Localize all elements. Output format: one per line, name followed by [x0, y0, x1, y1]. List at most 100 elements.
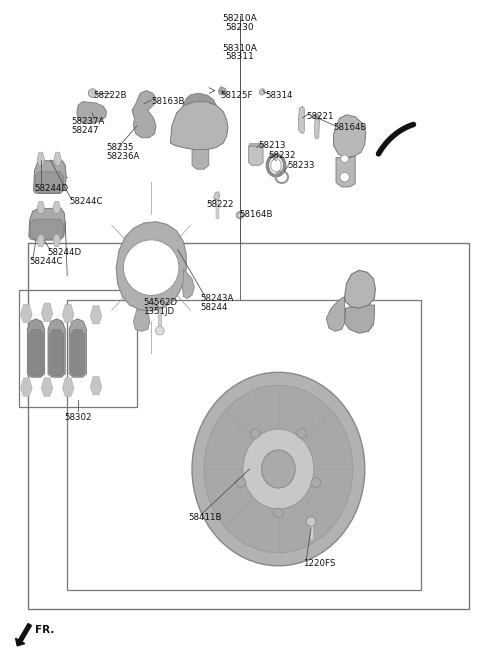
Polygon shape [214, 192, 220, 201]
Circle shape [306, 517, 316, 526]
Polygon shape [345, 305, 374, 333]
Polygon shape [37, 235, 45, 247]
Polygon shape [37, 201, 45, 213]
Polygon shape [259, 89, 265, 95]
Circle shape [341, 155, 348, 163]
Ellipse shape [262, 450, 295, 488]
Polygon shape [41, 303, 53, 321]
Text: 58237A: 58237A [71, 117, 105, 126]
Text: 58210A: 58210A [223, 14, 257, 24]
Polygon shape [34, 161, 66, 194]
Polygon shape [336, 156, 355, 187]
Text: 58244C: 58244C [70, 197, 103, 206]
Polygon shape [35, 172, 64, 193]
Polygon shape [182, 93, 216, 106]
Bar [67, 300, 421, 590]
Text: 58222B: 58222B [94, 91, 127, 100]
Polygon shape [30, 219, 63, 239]
Polygon shape [62, 304, 74, 323]
Polygon shape [69, 319, 86, 377]
Polygon shape [249, 144, 263, 165]
Bar [28, 243, 469, 609]
Text: 58411B: 58411B [188, 513, 222, 522]
Text: 58235: 58235 [107, 143, 134, 152]
Polygon shape [314, 117, 320, 139]
Circle shape [274, 508, 283, 518]
Polygon shape [48, 319, 65, 377]
Circle shape [123, 240, 179, 295]
Polygon shape [21, 304, 32, 323]
Polygon shape [216, 199, 219, 219]
Circle shape [236, 478, 246, 487]
Polygon shape [37, 152, 45, 165]
Polygon shape [53, 235, 60, 247]
Bar [19, 290, 137, 407]
Polygon shape [90, 306, 102, 324]
Text: 58243A: 58243A [201, 294, 234, 303]
Text: 58247: 58247 [71, 126, 98, 135]
Text: 58244: 58244 [201, 303, 228, 312]
Polygon shape [49, 329, 64, 376]
Polygon shape [170, 102, 228, 150]
Circle shape [314, 114, 320, 119]
Circle shape [88, 89, 97, 98]
Text: 58213: 58213 [258, 141, 286, 150]
Polygon shape [53, 201, 60, 213]
Text: 58244D: 58244D [35, 184, 69, 193]
Polygon shape [116, 222, 186, 311]
Text: 58230: 58230 [226, 23, 254, 32]
Polygon shape [299, 106, 304, 133]
FancyArrow shape [16, 624, 31, 646]
Polygon shape [41, 378, 53, 396]
Text: 58232: 58232 [269, 151, 296, 160]
Polygon shape [192, 150, 209, 169]
Text: 58164B: 58164B [334, 123, 367, 133]
Ellipse shape [204, 386, 353, 552]
Polygon shape [334, 115, 366, 157]
Circle shape [236, 211, 244, 219]
Polygon shape [54, 152, 61, 165]
Circle shape [238, 213, 242, 217]
Polygon shape [71, 329, 85, 376]
Polygon shape [158, 310, 161, 331]
Polygon shape [310, 522, 313, 541]
Polygon shape [218, 87, 227, 95]
Text: 1351JD: 1351JD [143, 307, 174, 316]
Text: 58236A: 58236A [107, 152, 140, 161]
Circle shape [297, 428, 306, 438]
Text: 58302: 58302 [64, 413, 92, 422]
Polygon shape [326, 297, 345, 331]
Polygon shape [90, 377, 102, 395]
Text: 58163B: 58163B [151, 97, 185, 106]
Text: 58244D: 58244D [47, 248, 81, 257]
Text: 58311: 58311 [226, 52, 254, 62]
Circle shape [156, 326, 164, 335]
Polygon shape [62, 378, 74, 396]
Polygon shape [27, 319, 45, 377]
Polygon shape [249, 143, 263, 146]
Polygon shape [182, 269, 194, 298]
Text: 58233: 58233 [287, 161, 314, 170]
Text: 58222: 58222 [206, 200, 234, 209]
Polygon shape [156, 302, 163, 310]
Text: 58221: 58221 [306, 112, 334, 121]
Circle shape [311, 478, 321, 487]
Polygon shape [21, 378, 32, 396]
Text: 58244C: 58244C [30, 257, 63, 266]
Polygon shape [29, 329, 43, 376]
Ellipse shape [243, 429, 314, 509]
Ellipse shape [271, 159, 281, 172]
Text: 58164B: 58164B [239, 210, 273, 219]
Text: FR.: FR. [35, 625, 54, 635]
Text: 58125F: 58125F [221, 91, 253, 100]
Circle shape [340, 173, 349, 182]
Polygon shape [29, 209, 65, 240]
Text: 54562D: 54562D [143, 298, 177, 308]
Circle shape [251, 428, 260, 438]
Polygon shape [345, 270, 375, 308]
Polygon shape [77, 102, 107, 123]
Polygon shape [132, 91, 156, 138]
Ellipse shape [192, 372, 365, 565]
Text: 58310A: 58310A [223, 44, 257, 53]
Text: 58314: 58314 [265, 91, 292, 100]
